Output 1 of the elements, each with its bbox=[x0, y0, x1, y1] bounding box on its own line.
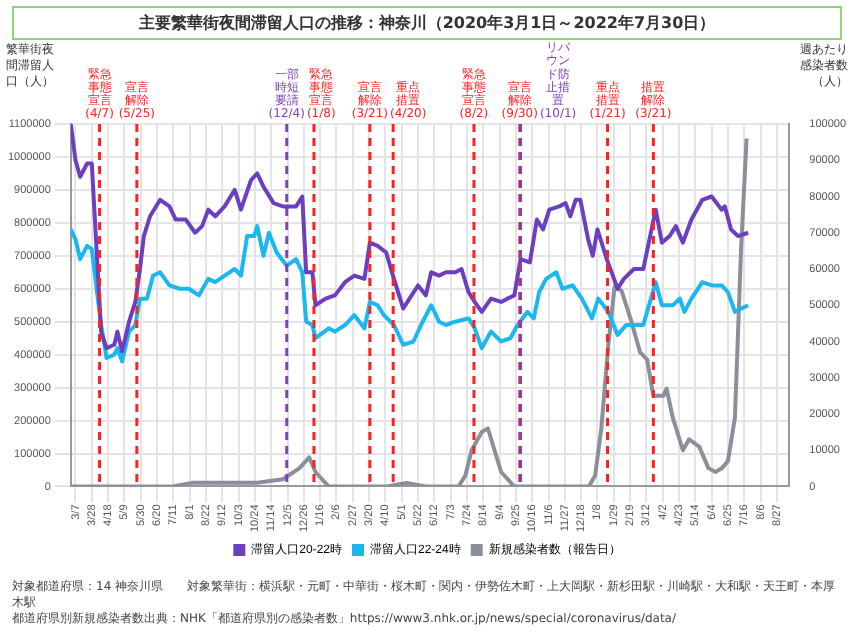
chart-title: 主要繁華街夜間滞留人口の推移：神奈川（2020年3月1日～2022年7月30日） bbox=[12, 6, 842, 40]
